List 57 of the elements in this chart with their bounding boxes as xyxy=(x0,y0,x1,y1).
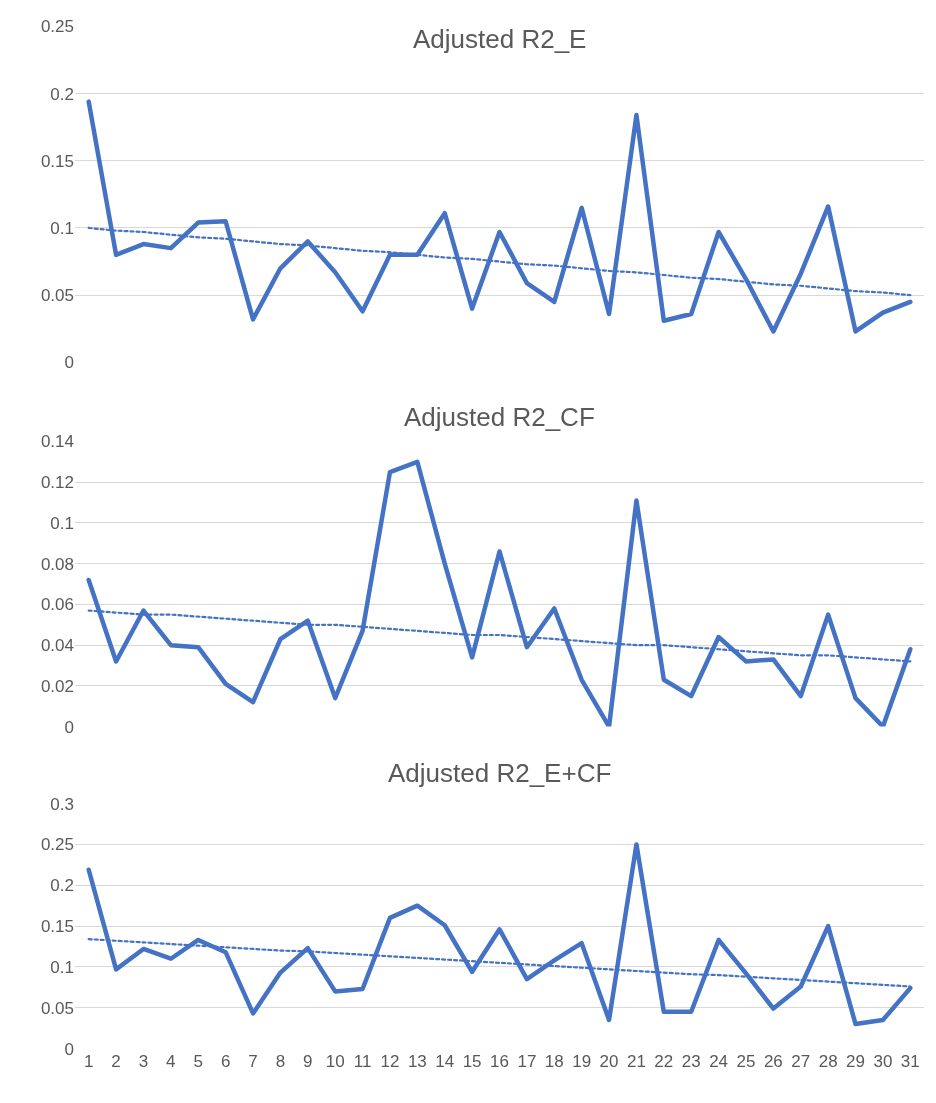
x-tick-label: 6 xyxy=(220,1051,231,1071)
chart-title: Adjusted R2_E xyxy=(413,24,587,54)
x-tick-label: 29 xyxy=(846,1051,865,1071)
x-tick-label: 1 xyxy=(83,1051,94,1071)
x-tick-label: 30 xyxy=(873,1051,893,1071)
x-tick-label: 3 xyxy=(138,1051,149,1071)
x-tick-label: 27 xyxy=(791,1051,811,1071)
y-tick-label: 0.25 xyxy=(40,17,74,37)
y-tick-label: 0.14 xyxy=(40,432,74,452)
y-tick-label: 0 xyxy=(64,353,74,373)
y-tick-label: 0.08 xyxy=(40,554,74,574)
y-tick-label: 0.2 xyxy=(50,876,74,896)
y-tick-label: 0.06 xyxy=(40,595,74,615)
x-tick-label: 25 xyxy=(736,1051,756,1071)
y-tick-label: 0.1 xyxy=(50,957,74,977)
x-tick-label: 24 xyxy=(709,1051,729,1071)
x-tick-label: 28 xyxy=(818,1051,838,1071)
y-tick-label: 0.02 xyxy=(40,676,74,696)
x-tick-label: 21 xyxy=(626,1051,646,1071)
x-tick-label: 19 xyxy=(572,1051,592,1071)
x-tick-label: 14 xyxy=(435,1051,455,1071)
x-tick-label: 16 xyxy=(490,1051,509,1071)
y-tick-label: 0.15 xyxy=(40,917,74,937)
x-tick-label: 7 xyxy=(248,1051,258,1071)
x-tick-label: 2 xyxy=(111,1051,121,1071)
x-tick-label: 31 xyxy=(900,1051,920,1071)
x-tick-label: 11 xyxy=(353,1051,372,1071)
y-tick-label: 0.1 xyxy=(50,513,74,533)
line-series xyxy=(86,99,913,334)
y-tick-label: 0 xyxy=(64,1039,74,1059)
x-tick-label: 20 xyxy=(599,1051,619,1071)
y-tick-label: 0.04 xyxy=(40,636,74,656)
line-series xyxy=(86,459,913,727)
chart-title: Adjusted R2_E+CF xyxy=(388,758,612,788)
y-tick-label: 0 xyxy=(64,717,74,737)
x-tick-label: 23 xyxy=(681,1051,701,1071)
y-tick-label: 0.25 xyxy=(40,835,74,855)
x-tick-label: 17 xyxy=(517,1051,537,1071)
x-tick-label: 9 xyxy=(303,1051,313,1071)
x-tick-label: 26 xyxy=(763,1051,783,1071)
chart-title: Adjusted R2_CF xyxy=(404,402,595,432)
y-tick-label: 0.1 xyxy=(50,218,74,238)
x-tick-label: 22 xyxy=(654,1051,674,1071)
x-tick-label: 12 xyxy=(380,1051,400,1071)
x-tick-label: 18 xyxy=(544,1051,564,1071)
y-tick-label: 0.15 xyxy=(40,151,74,171)
x-tick-label: 5 xyxy=(193,1051,203,1071)
x-tick-label: 15 xyxy=(462,1051,482,1071)
y-tick-label: 0.12 xyxy=(40,473,74,493)
x-tick-label: 8 xyxy=(275,1051,286,1071)
y-tick-label: 0.3 xyxy=(50,794,74,814)
x-tick-label: 10 xyxy=(325,1051,345,1071)
y-tick-label: 0.05 xyxy=(40,286,74,306)
y-tick-label: 0.2 xyxy=(50,84,74,104)
y-tick-label: 0.05 xyxy=(40,998,74,1018)
x-tick-label: 4 xyxy=(166,1051,176,1071)
x-tick-label: 13 xyxy=(407,1051,427,1071)
